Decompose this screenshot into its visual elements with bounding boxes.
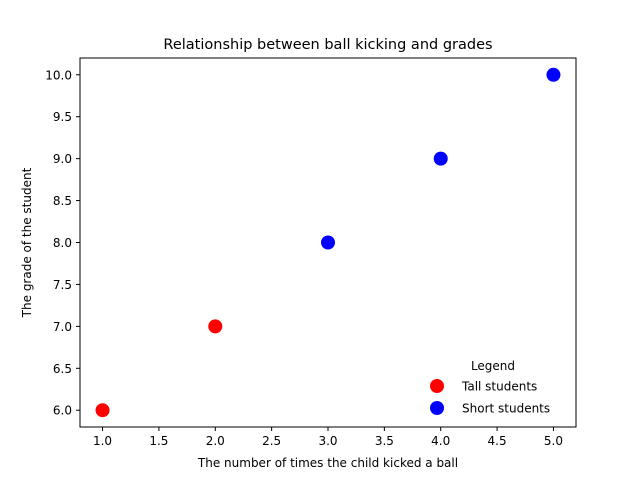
x-tick-label: 5.0: [544, 434, 563, 448]
y-axis-title: The grade of the student: [20, 167, 34, 318]
y-tick-label: 10.0: [45, 68, 72, 82]
data-point: [95, 403, 110, 418]
plot-marks: [95, 67, 561, 418]
legend-marker-tall-students: [430, 379, 444, 393]
y-tick-label: 6.0: [53, 404, 72, 418]
data-point: [208, 319, 223, 334]
x-tick-label: 2.0: [206, 434, 225, 448]
legend: Legend Tall students Short students: [430, 359, 550, 416]
x-tick-label: 2.5: [262, 434, 281, 448]
y-tick-label: 7.5: [53, 278, 72, 292]
y-tick-label: 6.5: [53, 362, 72, 376]
chart-title: Relationship between ball kicking and gr…: [163, 37, 492, 53]
legend-title: Legend: [471, 359, 515, 373]
x-tick-label: 4.5: [488, 434, 507, 448]
y-tick-label: 8.5: [53, 194, 72, 208]
y-tick-label: 7.0: [53, 320, 72, 334]
y-tick-label: 9.0: [53, 152, 72, 166]
legend-label-tall-students: Tall students: [461, 380, 537, 394]
x-tick-label: 3.5: [375, 434, 394, 448]
x-tick-label: 4.0: [431, 434, 450, 448]
y-tick-label: 9.5: [53, 110, 72, 124]
data-point: [546, 67, 561, 82]
legend-marker-short-students: [430, 401, 444, 415]
y-axis-ticks: 6.0 6.5 7.0 7.5 8.0 8.5 9.0 9.5 10.0: [45, 68, 80, 418]
y-tick-label: 8.0: [53, 236, 72, 250]
x-axis-ticks: 1.0 1.5 2.0 2.5 3.0 3.5 4.0 4.5 5.0: [93, 427, 563, 448]
x-tick-label: 3.0: [318, 434, 337, 448]
x-axis-title: The number of times the child kicked a b…: [197, 456, 458, 470]
data-point: [433, 151, 448, 166]
x-tick-label: 1.5: [149, 434, 168, 448]
data-point: [321, 235, 335, 250]
x-tick-label: 1.0: [93, 434, 112, 448]
legend-label-short-students: Short students: [462, 402, 550, 416]
